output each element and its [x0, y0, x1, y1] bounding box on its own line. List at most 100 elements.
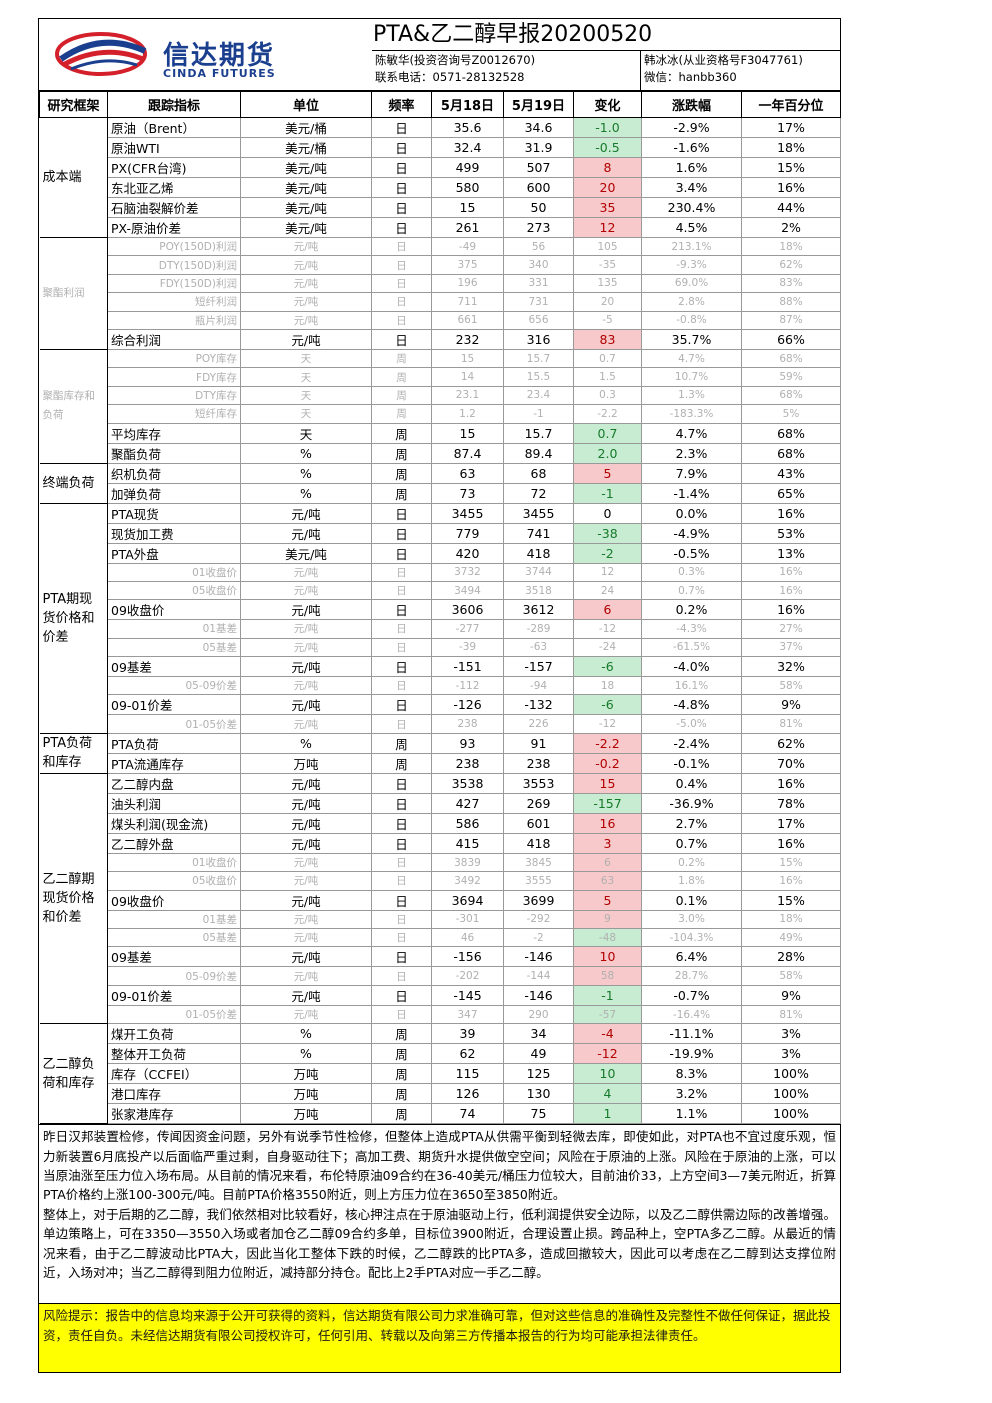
- contact-phone: 联系电话：0571-28132528: [375, 70, 525, 84]
- pct-change-cell: 2.8%: [641, 292, 742, 312]
- unit-cell: 元/吨: [240, 637, 372, 658]
- unit-cell: 美元/吨: [240, 217, 372, 238]
- unit-cell: %: [240, 462, 372, 484]
- frequency-cell: 日: [371, 946, 432, 968]
- indicator-name: 05-09价差: [107, 676, 241, 696]
- value-date1: -112: [431, 676, 504, 696]
- col-pct-change: 涨跌幅: [641, 91, 742, 118]
- table-row: 终端负荷 织机负荷% 周 63 68 5 7.9% 43%: [39, 462, 841, 504]
- value-date1: 261: [431, 217, 504, 238]
- value-date1: 3732: [431, 562, 504, 582]
- percentile-cell: 44%: [741, 197, 841, 218]
- change-cell: 1: [573, 1103, 642, 1125]
- indicator-name: 短纤库存: [107, 404, 241, 424]
- percentile-cell: 18%: [741, 909, 841, 930]
- value-date1: 3606: [431, 599, 504, 621]
- col-indicator: 跟踪指标: [107, 91, 241, 118]
- change-cell: 105: [573, 236, 642, 257]
- table-row: 油头利润 元/吨日 427 269 -157 -36.9% 78%: [40, 792, 841, 814]
- table-row: 张家港库存 万吨周 74 75 1 1.1% 100%: [40, 1103, 841, 1125]
- table-row: 短纤利润 元/吨日 711 731 20 2.8% 88%: [40, 292, 841, 312]
- value-date2: -144: [503, 966, 574, 986]
- change-cell: -0.5: [573, 137, 642, 158]
- value-date2: 741: [503, 522, 574, 544]
- value-date1: 15: [431, 197, 504, 218]
- frequency-cell: 日: [371, 637, 432, 658]
- percentile-cell: 16%: [741, 599, 841, 621]
- indicator-name: PTA流通库存: [107, 752, 241, 774]
- value-date2: 340: [503, 255, 574, 275]
- percentile-cell: 15%: [741, 157, 841, 178]
- commentary-paragraph: 昨日汉邦装置检修，传闻因资金问题，另外有说季节性检修，但整体上造成PTA从供需平…: [43, 1129, 836, 1203]
- unit-cell: 美元/吨: [240, 157, 372, 178]
- indicator-name: FDY库存: [107, 367, 241, 387]
- unit-cell: %: [240, 482, 372, 504]
- table-row: 09基差 元/吨日 -156 -146 10 6.4% 28%: [40, 946, 841, 968]
- value-date2: -94: [503, 676, 574, 696]
- change-cell: 12: [573, 562, 642, 582]
- pct-change-cell: -19.9%: [641, 1043, 742, 1065]
- value-date2: 418: [503, 832, 574, 854]
- percentile-cell: 3%: [741, 1023, 841, 1045]
- unit-cell: 万吨: [240, 752, 372, 774]
- change-cell: 8: [573, 157, 642, 178]
- change-cell: 18: [573, 676, 642, 696]
- value-date1: -301: [431, 909, 504, 930]
- unit-cell: 元/吨: [240, 946, 372, 968]
- unit-cell: 元/吨: [240, 889, 372, 911]
- table-row: 05基差 元/吨日 -39 -63 -24 -61.5% 37%: [40, 637, 841, 658]
- pct-change-cell: 16.1%: [641, 676, 742, 696]
- pct-change-cell: -0.1%: [641, 752, 742, 774]
- value-date2: 34: [503, 1023, 574, 1045]
- pct-change-cell: 1.8%: [641, 871, 742, 891]
- value-date1: 87.4: [431, 442, 504, 464]
- percentile-cell: 100%: [741, 1103, 841, 1125]
- percentile-cell: 81%: [741, 714, 841, 734]
- frequency-cell: 日: [371, 656, 432, 678]
- table-row: 05-09价差 元/吨日 -112 -94 18 16.1% 58%: [40, 676, 841, 696]
- unit-cell: 元/吨: [240, 966, 372, 986]
- percentile-cell: 15%: [741, 889, 841, 911]
- value-date2: 3553: [503, 772, 574, 794]
- percentile-cell: 68%: [741, 442, 841, 464]
- value-date2: 731: [503, 292, 574, 312]
- change-cell: 63: [573, 871, 642, 891]
- pct-change-cell: 6.4%: [641, 946, 742, 968]
- percentile-cell: 17%: [741, 812, 841, 834]
- value-date2: 72: [503, 482, 574, 504]
- change-cell: 5: [573, 462, 642, 484]
- table-row: 成本端 原油（Brent） 美元/桶日 35.6 34.6 -1.0 -2.9% 17%: [39, 117, 841, 238]
- change-cell: -2.2: [573, 404, 642, 424]
- indicator-name: 01基差: [107, 909, 241, 930]
- frequency-cell: 日: [371, 966, 432, 986]
- unit-cell: 天: [240, 367, 372, 387]
- frequency-cell: 周: [371, 1023, 432, 1045]
- change-cell: 2.0: [573, 442, 642, 464]
- framework-label: 乙二醇负荷和库存: [39, 1023, 108, 1125]
- pct-change-cell: 28.7%: [641, 966, 742, 986]
- framework-label: 终端负荷: [39, 462, 108, 504]
- percentile-cell: 88%: [741, 292, 841, 312]
- pct-change-cell: -4.8%: [641, 694, 742, 716]
- framework-label: 聚酯库存和负荷: [39, 348, 108, 464]
- change-cell: -0.2: [573, 752, 642, 774]
- frequency-cell: 日: [371, 177, 432, 198]
- unit-cell: 元/吨: [240, 871, 372, 891]
- value-date2: -157: [503, 656, 574, 678]
- change-cell: -48: [573, 928, 642, 948]
- indicator-name: 聚酯负荷: [107, 442, 241, 464]
- frequency-cell: 日: [371, 812, 432, 834]
- company-logo: 信达期货 CINDA FUTURES: [53, 29, 288, 80]
- indicator-name: 09收盘价: [107, 599, 241, 621]
- cinda-logo-icon: [55, 32, 147, 76]
- table-row: 加弹负荷% 周 73 72 -1 -1.4% 65%: [40, 482, 841, 504]
- frequency-cell: 周: [371, 404, 432, 424]
- change-cell: 0.7: [573, 422, 642, 444]
- col-unit: 单位: [240, 91, 372, 118]
- indicator-name: 原油WTI: [107, 137, 241, 158]
- value-date2: -146: [503, 984, 574, 1006]
- percentile-cell: 68%: [741, 422, 841, 444]
- pct-change-cell: 0.2%: [641, 599, 742, 621]
- table-row: 01-05价差 元/吨日 347 290 -57 -16.4% 81%: [40, 1004, 841, 1025]
- value-date1: 74: [431, 1103, 504, 1125]
